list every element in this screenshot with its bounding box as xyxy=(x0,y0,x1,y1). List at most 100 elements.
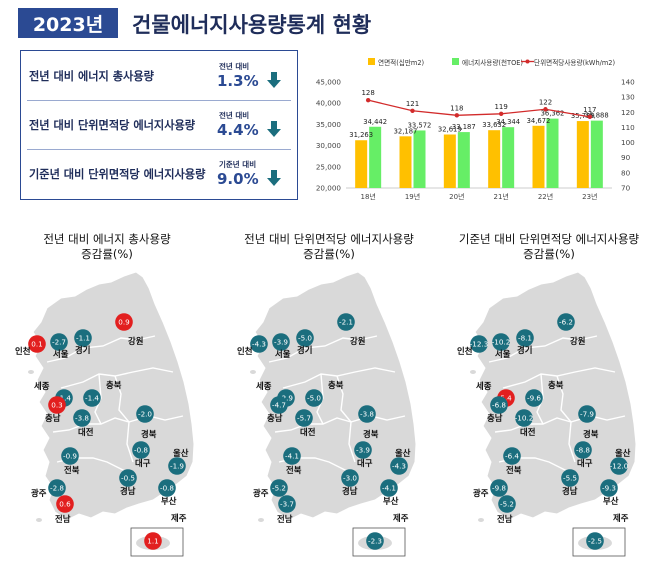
region-value-circle xyxy=(250,335,268,353)
stat-unit-area-energy: 전년 대비 단위면적당 에너지사용량 전년 대비 4.4% xyxy=(21,100,297,149)
region-value: -12.3 xyxy=(470,340,489,349)
region-label: 인천 xyxy=(237,346,253,356)
y-left-tick-label: 40,000 xyxy=(316,99,342,108)
region-marker-대전: -10.2 대전 xyxy=(515,409,536,437)
region-value-circle xyxy=(366,532,384,550)
region-label: 제주 xyxy=(171,513,187,523)
region-value: -3.9 xyxy=(274,338,288,347)
region-value: -3.9 xyxy=(356,446,370,455)
region-value-circle xyxy=(158,479,176,497)
bar-energy-use xyxy=(546,118,559,188)
region-marker-전남: -3.7 전남 xyxy=(277,495,296,524)
province-border xyxy=(488,335,598,363)
line-point xyxy=(498,111,504,117)
x-tick-label: 19년 xyxy=(405,192,420,201)
y-left-tick-label: 30,000 xyxy=(316,141,342,150)
page-title: 건물에너지사용량통계 현황 xyxy=(132,13,372,37)
region-value-circle xyxy=(490,396,508,414)
region-value-circle xyxy=(498,495,516,513)
region-value-circle xyxy=(48,396,66,414)
island-shape xyxy=(258,518,264,522)
data-label-unit-energy: 118 xyxy=(450,104,463,112)
region-label: 전남 xyxy=(277,514,293,524)
region-label: 경북 xyxy=(363,429,379,439)
map-title-line: 전년 대비 에너지 총사용량 xyxy=(43,232,171,246)
y-left-tick-label: 35,000 xyxy=(316,120,342,129)
island-shape xyxy=(36,518,42,522)
region-value: -6.2 xyxy=(559,318,573,327)
down-arrow-icon xyxy=(267,170,281,186)
region-value-circle xyxy=(503,447,521,465)
region-label: 광주 xyxy=(473,488,489,498)
province-border xyxy=(316,373,324,425)
region-marker-대전: -5.7 대전 xyxy=(295,409,316,437)
region-label: 광주 xyxy=(31,488,47,498)
data-label-unit-energy: 128 xyxy=(361,89,374,97)
legend-swatch xyxy=(368,58,375,65)
region-marker-울산: -4.3 울산 xyxy=(390,448,411,475)
stat-value: 1.3% xyxy=(217,72,259,90)
region-marker-경기: -8.1 경기 xyxy=(516,329,534,355)
data-label-energy-use: 34,344 xyxy=(496,118,520,126)
region-label: 부산 xyxy=(161,496,177,506)
region-label: 세종 xyxy=(476,381,492,391)
region-value: -10.2 xyxy=(492,338,511,347)
region-value: 0.1 xyxy=(31,340,42,349)
region-value-circle xyxy=(305,389,323,407)
region-label: 경남 xyxy=(120,486,136,496)
bar-floor-area xyxy=(576,121,589,188)
region-marker-경남: -3.0 경남 xyxy=(341,469,359,496)
region-value-circle xyxy=(115,313,133,331)
data-label-energy-use: 35,888 xyxy=(585,112,609,120)
region-marker-경기: -1.1 경기 xyxy=(74,329,92,355)
region-marker-서울: -3.9 서울 xyxy=(272,333,291,359)
region-marker-충북: -9.6 충북 xyxy=(525,380,564,407)
data-label-floor-area: 34,672 xyxy=(527,117,551,125)
region-value-circle xyxy=(557,313,575,331)
region-value: -1.1 xyxy=(76,334,90,343)
stat-total-energy: 전년 대비 에너지 총사용량 전년 대비 1.3% xyxy=(21,51,297,100)
region-label: 울산 xyxy=(173,448,189,458)
region-label: 전북 xyxy=(64,465,80,475)
province-border xyxy=(114,375,134,463)
region-label: 울산 xyxy=(395,448,411,458)
region-marker-경북: -7.9 경북 xyxy=(578,405,599,439)
y-right-tick-label: 90 xyxy=(621,153,631,162)
region-value: -5.2 xyxy=(272,484,286,493)
bar-floor-area xyxy=(355,140,368,188)
line-point xyxy=(543,107,548,112)
region-value: -9.6 xyxy=(527,394,541,403)
region-value-circle xyxy=(586,532,604,550)
region-value: 0.3 xyxy=(51,401,62,410)
region-label: 제주 xyxy=(393,513,409,523)
stat-value: 4.4% xyxy=(217,121,259,139)
region-value: 1.1 xyxy=(147,537,158,546)
region-value-circle xyxy=(390,457,408,475)
island-shape xyxy=(478,518,484,522)
region-value-circle xyxy=(337,313,355,331)
region-value: -6.8 xyxy=(492,401,506,410)
bar-floor-area xyxy=(488,130,501,188)
region-marker-대구: -8.8 대구 xyxy=(574,441,593,468)
y-right-tick-label: 110 xyxy=(621,123,635,132)
data-label-unit-energy: 117 xyxy=(583,106,596,114)
region-value: -0.8 xyxy=(134,446,148,455)
jeju-inset-frame xyxy=(352,527,406,557)
province-border xyxy=(274,417,352,433)
region-value-circle xyxy=(119,469,137,487)
legend-swatch xyxy=(452,58,459,65)
province-border xyxy=(268,335,378,363)
region-label: 부산 xyxy=(383,496,399,506)
region-marker-부산: -0.8 부산 xyxy=(158,479,177,506)
region-label: 충북 xyxy=(548,380,564,390)
region-marker-충남: -4.7 충남 xyxy=(267,396,288,423)
bar-floor-area xyxy=(399,136,412,188)
data-label-energy-use: 33,187 xyxy=(452,123,476,131)
bar-floor-area xyxy=(532,125,545,188)
region-value: -5.5 xyxy=(563,474,577,483)
region-label: 울산 xyxy=(615,448,631,458)
region-value-circle xyxy=(61,447,79,465)
region-marker-울산: -1.9 울산 xyxy=(168,448,189,475)
region-value: -12.0 xyxy=(610,462,629,471)
region-label: 세종 xyxy=(34,381,50,391)
